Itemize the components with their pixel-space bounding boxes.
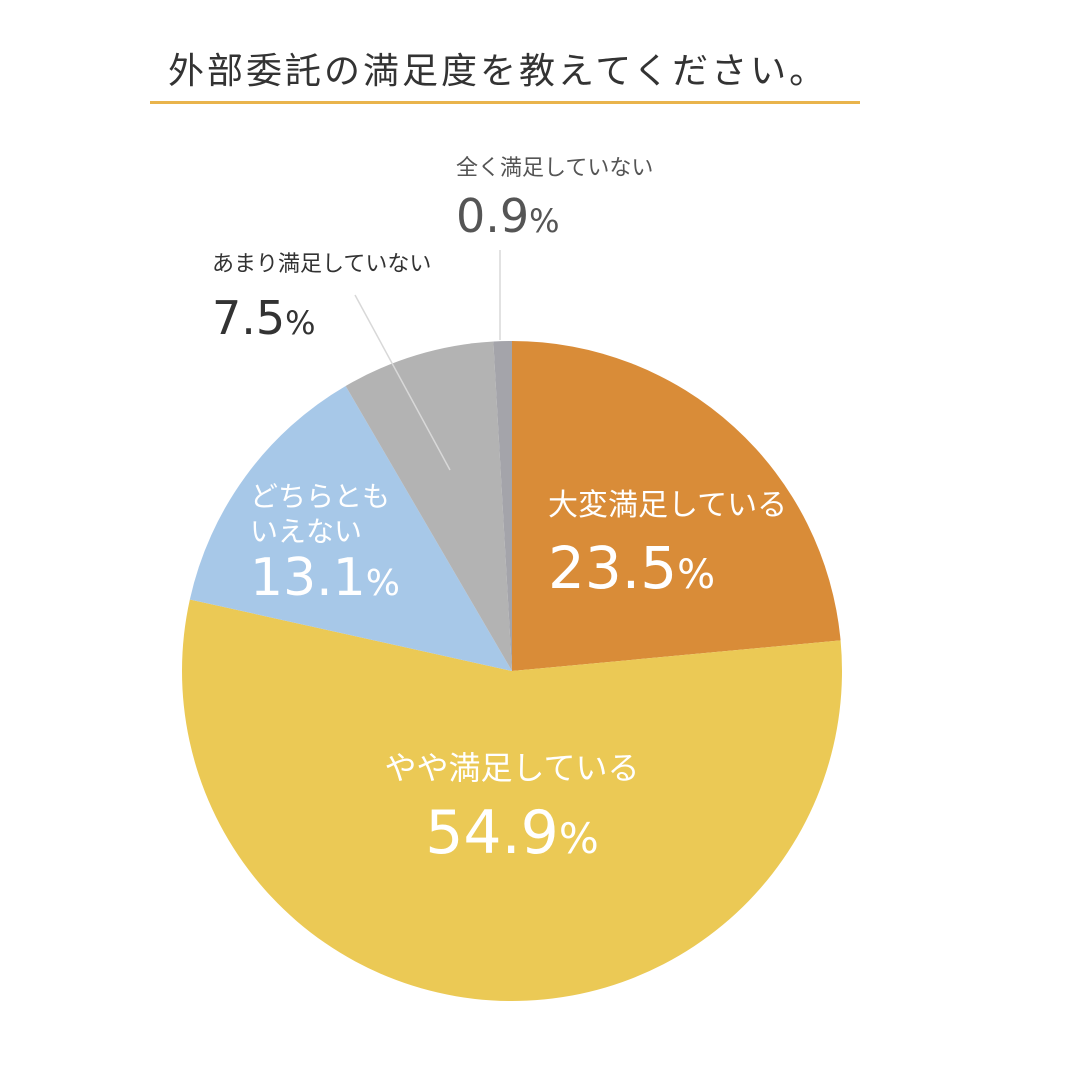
slice-label-5: 全く満足していない: [456, 156, 653, 181]
pie-slice-2: [182, 599, 843, 1002]
leader-line-4: [354, 294, 451, 471]
slice-value-1: 23.5%: [548, 534, 715, 602]
slice-label-3-line-2: いえない: [250, 515, 362, 548]
pie-slice-4: [345, 341, 512, 671]
slice-value-5: 0.9%: [456, 189, 560, 243]
slice-label-2: やや満足している: [384, 749, 639, 787]
slice-value-4: 7.5%: [212, 291, 316, 345]
chart-title: 外部委託の満足度を教えてください。: [168, 51, 829, 92]
slice-label-3-line-1: どちらとも: [250, 480, 390, 513]
pie-slice-1: [512, 341, 841, 671]
pie-slice-5: [493, 341, 512, 671]
title-underline: [150, 101, 860, 104]
slice-value-3: 13.1%: [250, 548, 400, 608]
slice-label-4: あまり満足していない: [212, 252, 431, 277]
slice-value-2: 54.9%: [425, 798, 599, 868]
slice-label-1: 大変満足している: [548, 488, 787, 523]
pie-slice-3: [189, 385, 513, 671]
